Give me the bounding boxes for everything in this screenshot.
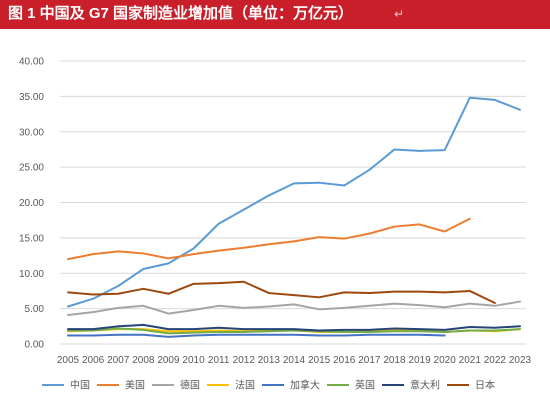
- legend-item: 意大利: [382, 379, 440, 392]
- x-tick-label: 2012: [233, 355, 256, 366]
- y-tick-label: 15.00: [19, 233, 44, 244]
- legend: 中国 美国 德国 法国 加拿大 英国 意大利 日本: [42, 379, 495, 392]
- legend-label: 加拿大: [290, 379, 320, 392]
- legend-label: 德国: [180, 379, 200, 392]
- series-line-2: [67, 300, 521, 316]
- x-tick-label: 2022: [484, 355, 507, 366]
- y-tick-label: 5.00: [25, 304, 45, 315]
- x-tick-label: 2008: [132, 355, 155, 366]
- x-tick-label: 2016: [333, 355, 356, 366]
- y-tick-label: 40.00: [19, 57, 44, 68]
- figure-title: 图 1 中国及 G7 国家制造业增加值（单位：万亿元）: [8, 5, 354, 22]
- series-line-0: [67, 96, 521, 308]
- x-tick-label: 2010: [182, 355, 205, 366]
- legend-item: 美国: [97, 379, 145, 392]
- legend-item: 英国: [327, 379, 375, 392]
- x-tick-label: 2020: [434, 355, 457, 366]
- legend-label: 法国: [235, 379, 255, 392]
- x-tick-label: 2011: [208, 355, 230, 366]
- legend-item: 法国: [207, 379, 255, 392]
- line-chart: 0.00 5.00 10.00 15.00 20.00 25.00 30.00 35.00 40…: [19, 57, 532, 392]
- legend-label: 中国: [70, 379, 90, 392]
- y-tick-label: 20.00: [19, 198, 44, 209]
- x-tick-label: 2013: [258, 355, 281, 366]
- legend-label: 意大利: [410, 379, 440, 392]
- legend-label: 英国: [355, 379, 375, 392]
- x-tick-label: 2017: [358, 355, 381, 366]
- x-tick-label: 2018: [383, 355, 406, 366]
- legend-label: 美国: [125, 379, 145, 392]
- series-lines: [67, 96, 521, 338]
- legend-label: 日本: [475, 379, 495, 392]
- x-axis-ticks: 2005 2006 2007 2008 2009 2010 2011 2012 2013 2014…: [57, 355, 532, 366]
- y-tick-label: 30.00: [19, 127, 44, 138]
- series-line-1: [67, 217, 471, 261]
- gridlines: [60, 60, 526, 345]
- series-line-4: [67, 333, 446, 338]
- y-tick-label: 0.00: [25, 340, 45, 351]
- y-tick-label: 10.00: [19, 269, 44, 280]
- x-tick-label: 2005: [57, 355, 80, 366]
- y-axis-ticks: 0.00 5.00 10.00 15.00 20.00 25.00 30.00 35.00 40…: [19, 57, 44, 351]
- x-tick-label: 2015: [308, 355, 331, 366]
- x-tick-label: 2009: [157, 355, 180, 366]
- legend-item: 德国: [152, 379, 200, 392]
- series-line-6: [67, 323, 521, 332]
- x-tick-label: 2007: [107, 355, 130, 366]
- x-tick-label: 2023: [509, 355, 532, 366]
- legend-item: 中国: [42, 379, 90, 392]
- x-tick-label: 2006: [82, 355, 105, 366]
- x-tick-label: 2019: [408, 355, 431, 366]
- x-tick-label: 2021: [459, 355, 482, 366]
- series-line-5: [67, 327, 521, 335]
- legend-item: 加拿大: [262, 379, 320, 392]
- y-tick-label: 35.00: [19, 92, 44, 103]
- figure-header: 图 1 中国及 G7 国家制造业增加值（单位：万亿元） ↵: [0, 0, 550, 29]
- return-mark: ↵: [394, 7, 405, 21]
- legend-item: 日本: [447, 379, 495, 392]
- x-tick-label: 2014: [283, 355, 306, 366]
- y-tick-label: 25.00: [19, 163, 44, 174]
- series-line-7: [67, 280, 496, 304]
